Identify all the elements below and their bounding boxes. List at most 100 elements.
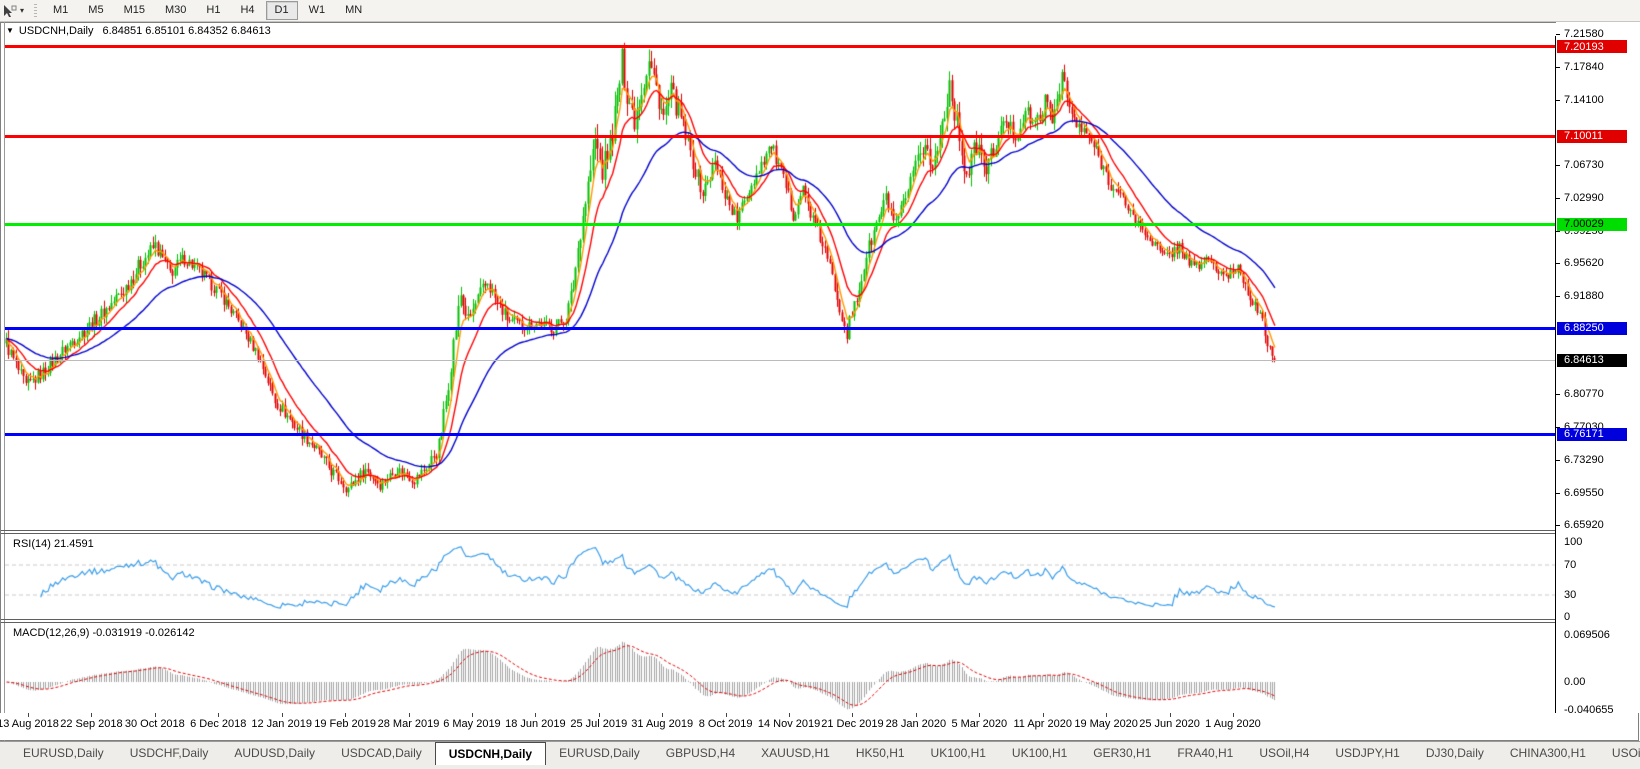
chart-tab-usdcnh-daily[interactable]: USDCNH,Daily: [434, 742, 547, 765]
chart-tab-uk100-h1[interactable]: UK100,H1: [930, 746, 986, 760]
price-tick-mark: [1556, 524, 1560, 526]
price-level-badge: 7.20193: [1557, 40, 1627, 54]
chart-symbol-title: USDCNH,Daily: [18, 24, 94, 37]
date-tick-mark: [598, 713, 600, 717]
date-axis-label: 11 Apr 2020: [1013, 718, 1072, 730]
timeframe-button-h1[interactable]: H1: [206, 4, 221, 16]
date-tick-mark: [345, 713, 347, 717]
price-tick-mark: [1556, 100, 1560, 102]
price-axis-tick: 7.14100: [1564, 94, 1604, 107]
hline-current-price-6.84613: [5, 359, 1555, 361]
date-axis-label: 31 Aug 2019: [631, 718, 694, 730]
chart-tab-gbpusd-h4[interactable]: GBPUSD,H4: [665, 746, 736, 760]
panel-separator[interactable]: [1, 530, 1555, 531]
chart-tab-eurusd-daily[interactable]: EURUSD,Daily: [23, 746, 104, 760]
date-axis-label: 12 Jan 2019: [251, 718, 312, 730]
date-tick-mark: [852, 713, 854, 717]
chart-tab-eurusd-daily[interactable]: EURUSD,Daily: [559, 746, 640, 760]
timeframe-button-mn[interactable]: MN: [345, 4, 363, 16]
date-axis-label: 19 May 2020: [1074, 718, 1138, 730]
chart-tab-audusd-daily[interactable]: AUDUSD,Daily: [234, 746, 316, 760]
chart-collapse-icon[interactable]: ▼: [6, 25, 14, 35]
price-axis-tick: 6.69550: [1564, 486, 1604, 499]
panel-separator: [1, 533, 1555, 534]
date-axis-label: 13 Aug 2018: [0, 718, 59, 730]
hline-support-6.8825[interactable]: [5, 326, 1555, 330]
price-level-badge: 6.88250: [1557, 321, 1627, 335]
date-axis-label: 22 Sep 2018: [60, 718, 123, 730]
price-axis-tick: 6.80770: [1564, 387, 1604, 400]
price-axis-tick: 6.73290: [1564, 453, 1604, 466]
chart-tab-usoil-h1[interactable]: USOil,H1: [1611, 746, 1640, 760]
toolbar-grip-handle[interactable]: [34, 3, 38, 18]
chart-tab-xauusd-h1[interactable]: XAUUSD,H1: [761, 746, 830, 760]
price-axis-tick: 7.06730: [1564, 159, 1604, 172]
macd-axis-label: 0.00: [1564, 676, 1586, 688]
hline-pivot-7.00029[interactable]: [5, 222, 1555, 226]
hline-resistance-7.20193[interactable]: [5, 45, 1555, 49]
toolbar-dropdown-caret-icon[interactable]: ▾: [20, 6, 25, 15]
date-tick-mark: [789, 713, 791, 717]
date-axis-label: 28 Jan 2020: [885, 718, 947, 730]
date-tick-mark: [1042, 713, 1044, 717]
main-chart-canvas[interactable]: [5, 36, 1556, 530]
rsi-label: RSI(14) 21.4591: [13, 538, 94, 550]
price-axis[interactable]: 7.21580 7.17840 7.14100 7.06730 7.02990 6.992…: [1556, 22, 1640, 713]
timeframe-button-m30[interactable]: M30: [164, 4, 187, 16]
price-axis-line: [1555, 36, 1556, 713]
chart-tab-usoil-h4[interactable]: USOil,H4: [1259, 746, 1310, 760]
date-tick-mark: [1232, 713, 1234, 717]
macd-indicator-canvas[interactable]: [5, 623, 1556, 713]
price-tick-mark: [1556, 459, 1560, 461]
chart-tab-fra40-h1[interactable]: FRA40,H1: [1177, 746, 1234, 760]
date-tick-mark: [218, 713, 220, 717]
date-tick-mark: [408, 713, 410, 717]
price-axis-tick: 7.17840: [1564, 61, 1604, 74]
date-axis-label: 1 Aug 2020: [1205, 718, 1261, 730]
macd-axis-label: 0.069506: [1564, 628, 1610, 641]
price-axis-tick: 6.91880: [1564, 290, 1604, 303]
date-tick-mark: [979, 713, 981, 717]
price-tick-mark: [1556, 393, 1560, 395]
chart-tab-dj30-daily[interactable]: DJ30,Daily: [1425, 746, 1484, 760]
timeframe-button-m15[interactable]: M15: [123, 4, 145, 16]
date-tick-mark: [535, 713, 537, 717]
timeframe-button-m1[interactable]: M1: [53, 4, 69, 16]
price-axis-tick: 7.21580: [1564, 28, 1604, 41]
date-tick-mark: [662, 713, 664, 717]
timeframe-button-h4[interactable]: H4: [240, 4, 255, 16]
panel-separator[interactable]: [1, 619, 1555, 620]
date-axis-label: 30 Oct 2018: [124, 718, 185, 730]
crosshair-tool-icon[interactable]: [2, 4, 18, 18]
price-tick-mark: [1556, 296, 1560, 298]
chart-tab-china300-h1[interactable]: CHINA300,H1: [1509, 746, 1586, 760]
timeframe-button-w1[interactable]: W1: [308, 4, 326, 16]
date-axis-label: 28 Mar 2019: [377, 718, 440, 730]
date-tick-mark: [1106, 713, 1108, 717]
chart-tab-usdchf-daily[interactable]: USDCHF,Daily: [129, 746, 209, 760]
chart-tab-hk50-h1[interactable]: HK50,H1: [855, 746, 905, 760]
timeframe-toolbar: ▾ M1 M5 M15 M30 H1 H4 D1 W1 MN: [0, 0, 1640, 22]
price-tick-mark: [1556, 231, 1560, 233]
hline-support-6.76171[interactable]: [5, 432, 1555, 436]
date-tick-mark: [1169, 713, 1171, 717]
timeframe-button-d1[interactable]: D1: [265, 1, 298, 20]
rsi-axis-label: 100: [1564, 536, 1583, 548]
price-axis-tick: 6.95620: [1564, 257, 1604, 270]
rsi-indicator-canvas[interactable]: [5, 534, 1556, 619]
chart-tab-usdcad-daily[interactable]: USDCAD,Daily: [341, 746, 422, 760]
price-tick-mark: [1556, 492, 1560, 494]
chart-tab-usdjpy-h1[interactable]: USDJPY,H1: [1335, 746, 1400, 760]
timeframe-button-m5[interactable]: M5: [88, 4, 104, 16]
date-tick-mark: [725, 713, 727, 717]
date-axis[interactable]: 13 Aug 2018 22 Sep 2018 30 Oct 2018 6 Dec 2…: [0, 713, 1556, 740]
date-axis-label: 25 Jun 2020: [1139, 718, 1200, 730]
date-tick-mark: [91, 713, 93, 717]
chart-tab-ger30-h1[interactable]: GER30,H1: [1093, 746, 1152, 760]
date-tick-mark: [915, 713, 917, 717]
chart-ohlc-values: 6.84851 6.85101 6.84352 6.84613: [102, 24, 271, 37]
chart-tab-uk100-h1[interactable]: UK100,H1: [1011, 746, 1068, 760]
hline-resistance-7.10011[interactable]: [5, 134, 1555, 138]
price-level-badge: 6.84613: [1557, 353, 1627, 367]
